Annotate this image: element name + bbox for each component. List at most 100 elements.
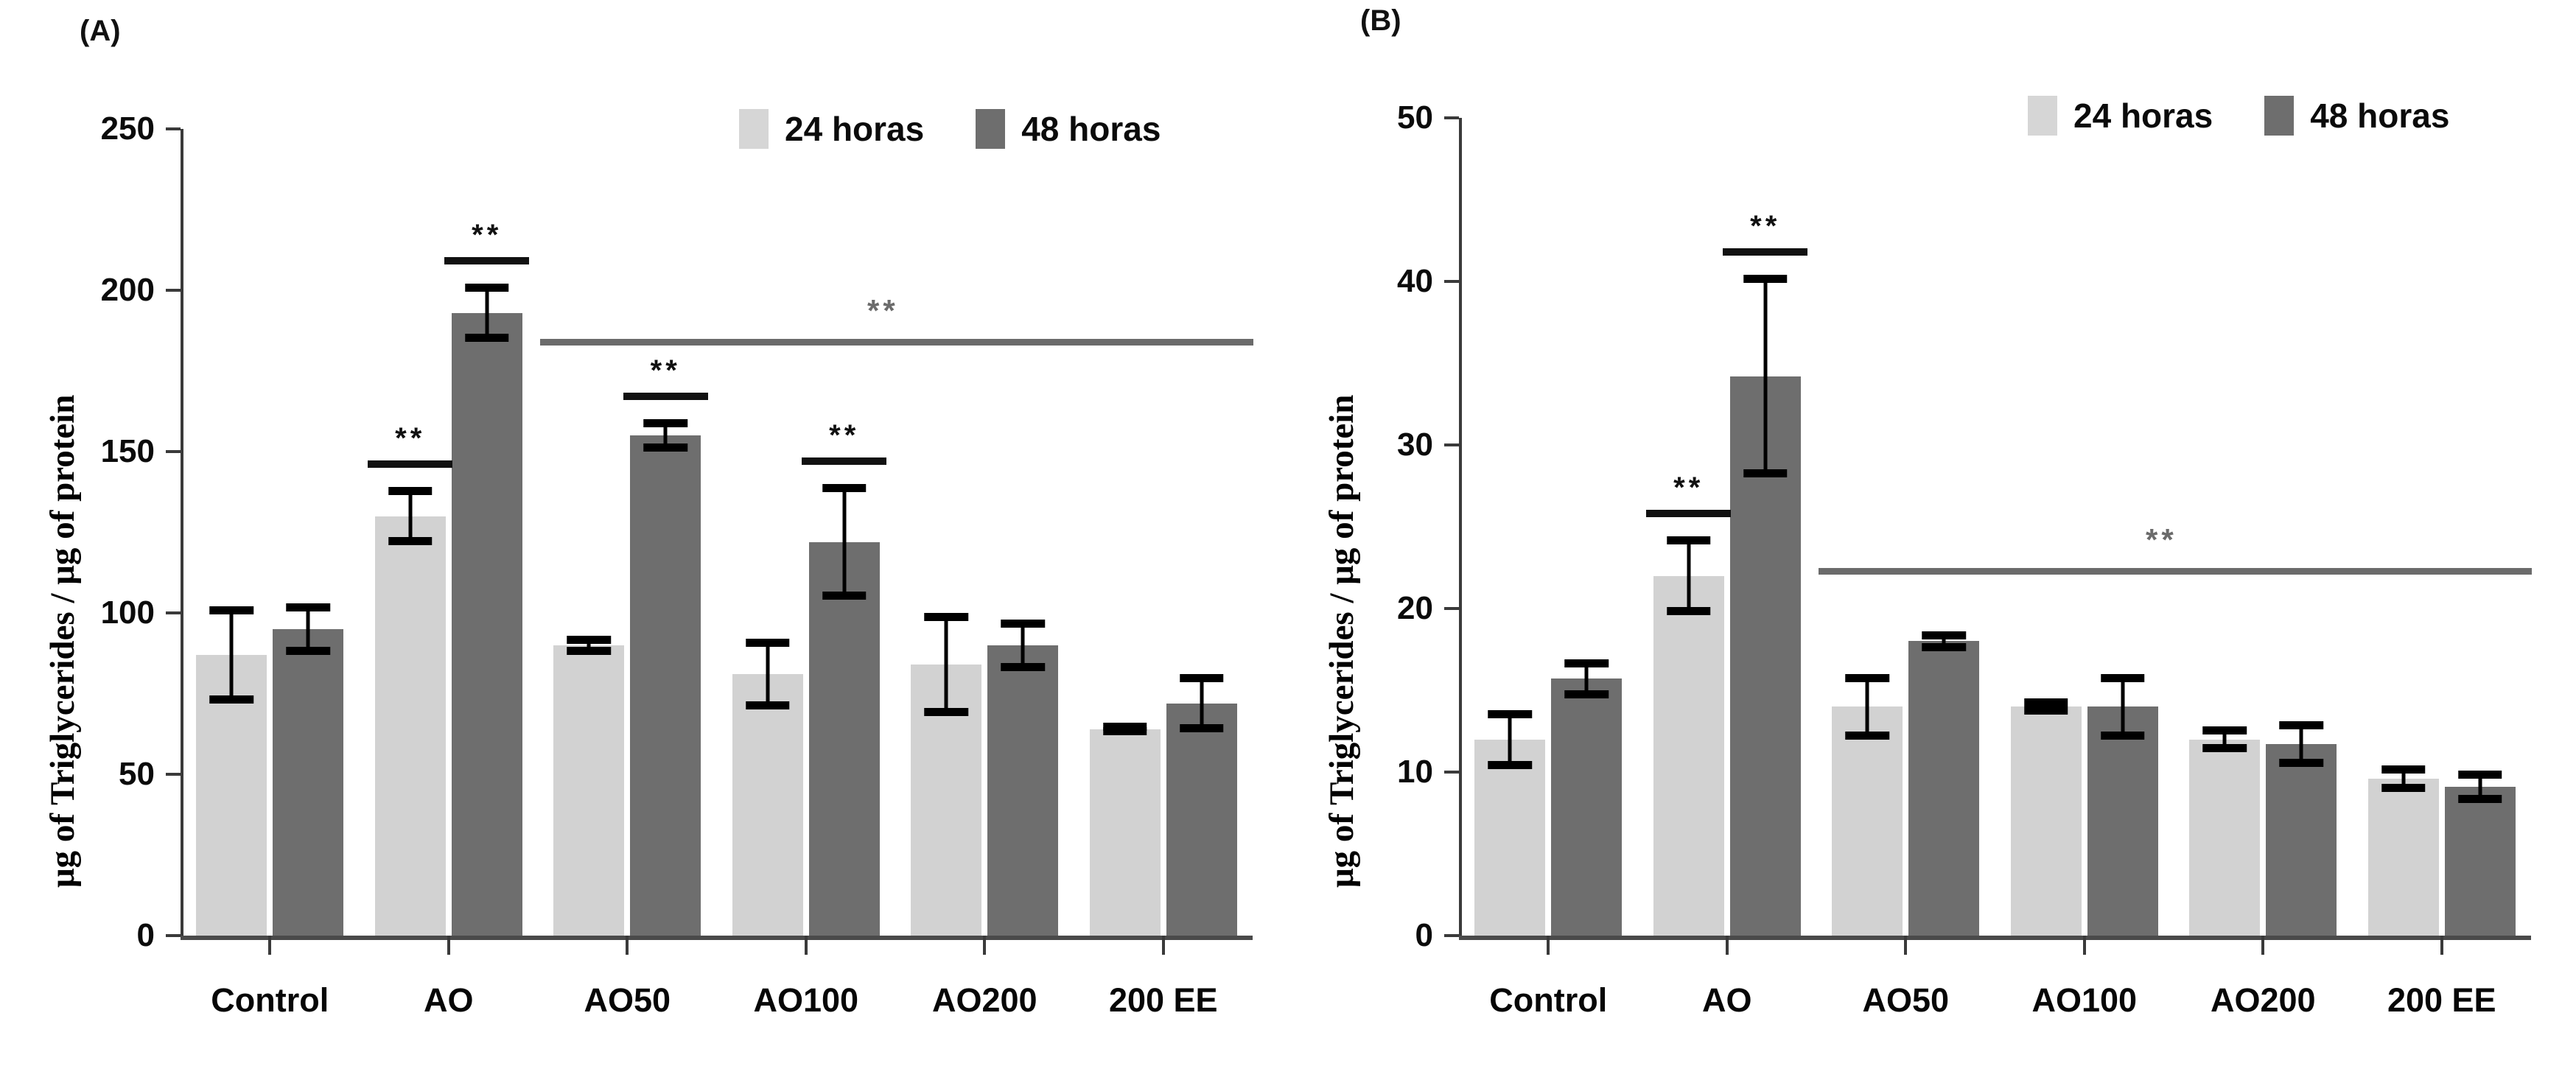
error-bar-stem — [1508, 709, 1512, 769]
x-axis-label-ao200: AO200 — [931, 981, 1037, 1019]
error-bar — [2368, 765, 2439, 792]
error-bar-cap-top — [2279, 721, 2324, 730]
error-bar-cap-bottom — [924, 708, 969, 717]
error-bar-stem — [229, 606, 234, 704]
panel-a-y-axis — [181, 129, 183, 936]
x-tick-mark — [1904, 936, 1908, 955]
x-axis-label-ao50: AO50 — [1862, 981, 1950, 1019]
significance-marker: ** — [395, 422, 426, 455]
error-bar-cap-bottom — [388, 537, 433, 545]
bar-ao50-48h — [1908, 641, 1980, 936]
bar-ao50-24h — [553, 645, 625, 936]
panel-b-y-axis-label: μg of Triglycerides / μg of protein — [1323, 394, 1361, 888]
legend-label-48-horas: 48 horas — [1021, 110, 1161, 148]
error-bar — [2011, 698, 2082, 715]
error-bar — [273, 603, 343, 655]
error-bar-cap-top — [209, 606, 254, 615]
error-bar-cap-bottom — [1488, 760, 1533, 769]
error-bar-stem — [587, 635, 591, 655]
error-bar-cap-bottom — [464, 334, 509, 343]
y-tick-mark — [166, 611, 181, 614]
y-tick-mark — [166, 127, 181, 130]
panel-a-tag: (A) — [80, 15, 121, 47]
error-bar-cap-top — [643, 419, 688, 428]
error-bar-cap-top — [924, 613, 969, 621]
legend-item-24-horas: 24 horas — [2028, 96, 2213, 136]
error-bar-cap-top — [2457, 770, 2502, 779]
error-bar-stem — [1584, 659, 1589, 699]
error-bar-cap-top — [1179, 674, 1224, 683]
error-bar-cap-bottom — [745, 701, 790, 710]
legend-item-48-horas: 48 horas — [976, 109, 1161, 149]
error-bar-stem — [485, 284, 489, 343]
bar-ao-24h — [374, 516, 446, 936]
x-tick-mark — [983, 936, 987, 955]
error-bar-stem — [408, 487, 413, 545]
error-bar-stem — [2299, 721, 2303, 768]
error-bar-cap-top — [1743, 275, 1788, 284]
legend-swatch-24-horas-icon — [2028, 96, 2057, 136]
significance-marker: ** — [1750, 210, 1781, 243]
x-tick-mark — [1547, 936, 1550, 955]
bar-ao100-24h — [732, 674, 803, 936]
bar-ao200-48h — [987, 645, 1059, 936]
x-tick-mark — [268, 936, 272, 955]
error-bar-cap-top — [1922, 631, 1967, 640]
error-bar-stem — [1865, 673, 1869, 740]
y-tick-mark — [1444, 607, 1459, 610]
error-bar-stem — [2401, 765, 2406, 792]
error-bar — [2189, 726, 2260, 753]
error-bar — [1730, 275, 1801, 478]
bar-ao-48h — [451, 312, 522, 936]
error-bar-cap-bottom — [567, 646, 612, 655]
legend-item-48-horas: 48 horas — [2264, 96, 2449, 136]
panel-b: (B) μg of Triglycerides / μg of protein … — [1288, 0, 2576, 1066]
legend-swatch-48-horas-icon — [976, 109, 1006, 149]
error-bar-stem — [2478, 770, 2482, 804]
error-bar — [732, 639, 803, 710]
error-bar-stem — [1687, 536, 1691, 615]
error-bar — [553, 635, 624, 655]
bar-200-ee-24h — [2367, 778, 2439, 936]
error-bar-cap-top — [388, 487, 433, 496]
error-bar — [1551, 659, 1622, 699]
bar-200-ee-48h — [1166, 703, 1237, 936]
y-tick-label: 50 — [119, 756, 155, 792]
panel-a-legend: 24 horas 48 horas — [739, 109, 1212, 149]
x-axis-label-ao100: AO100 — [753, 981, 859, 1019]
panel-b-tag: (B) — [1360, 4, 1401, 37]
bar-ao100-48h — [808, 541, 880, 936]
panel-b-y-axis — [1459, 118, 1462, 936]
significance-marker: ** — [472, 219, 503, 252]
x-tick-mark — [2261, 936, 2265, 955]
y-tick-mark — [166, 773, 181, 776]
error-bar-stem — [663, 419, 668, 452]
y-tick-label: 50 — [1397, 99, 1433, 136]
group-significance-marker: ** — [2146, 522, 2177, 557]
significance-line — [623, 393, 708, 401]
error-bar-cap-bottom — [1001, 662, 1046, 671]
bar-control-24h — [1474, 739, 1546, 936]
error-bar-cap-top — [822, 483, 867, 492]
y-tick-mark — [1444, 116, 1459, 119]
error-bar-stem — [2121, 673, 2125, 740]
error-bar-cap-bottom — [286, 646, 331, 655]
significance-marker: ** — [829, 418, 860, 452]
error-bar-cap-bottom — [822, 592, 867, 600]
error-bar — [1166, 674, 1237, 733]
y-tick-label: 0 — [1415, 917, 1433, 953]
panel-a-x-axis — [181, 936, 1253, 940]
error-bar-cap-top — [2023, 698, 2068, 707]
bar-ao100-24h — [2010, 706, 2082, 936]
error-bar — [1908, 631, 1979, 651]
error-bar — [1090, 722, 1161, 736]
significance-marker: ** — [650, 354, 681, 388]
legend-item-24-horas: 24 horas — [739, 109, 924, 149]
y-tick-label: 10 — [1397, 754, 1433, 790]
error-bar-cap-bottom — [1102, 727, 1147, 736]
significance-line — [802, 457, 887, 465]
error-bar — [2445, 770, 2516, 804]
error-bar — [987, 619, 1058, 671]
error-bar-stem — [306, 603, 310, 655]
error-bar — [452, 284, 522, 343]
